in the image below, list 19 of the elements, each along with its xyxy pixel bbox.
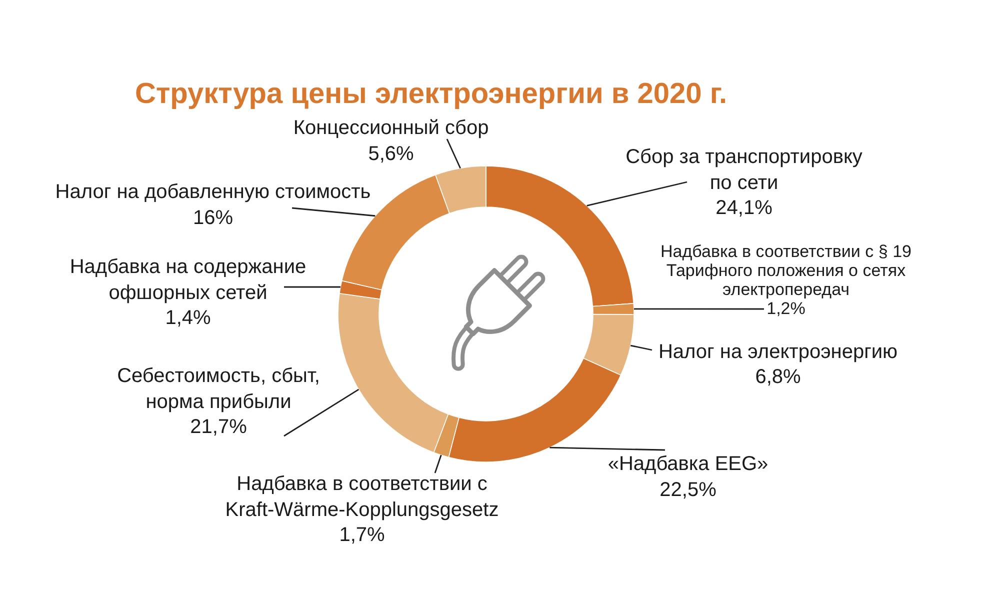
- data-label: 22,5%: [658, 478, 718, 503]
- category-label: Надбавка в соответствии с § 19 Тарифного положения о сетях электропередач: [660, 242, 912, 299]
- data-label: 16%: [192, 206, 234, 230]
- data-label: 21,7%: [189, 415, 248, 440]
- data-label: 1,4%: [164, 306, 212, 331]
- data-label: 6,8%: [754, 365, 802, 390]
- slice-label: Налог на добавленную стоимость: [55, 181, 371, 203]
- data-label: 1,7%: [338, 523, 386, 548]
- data-label: 24,1%: [714, 196, 774, 221]
- slice-label: Надбавка в соответствии с Kraft-Wärme-Kopplungsgesetz: [225, 473, 499, 520]
- slice-label: Надбавка на содержание офшорных сетей: [70, 256, 306, 304]
- chart-title: Структура цены электроэнергии в 2020 г.: [135, 78, 728, 111]
- data-label: 5,6%: [367, 142, 415, 167]
- slice-label: Сбор за транспортировку по сети: [626, 146, 862, 194]
- slice-label: Налог на электроэнергию: [658, 341, 898, 363]
- category-label: Себестоимость, сбыт, норма прибыли: [117, 365, 320, 412]
- slice-label: Концессионный сбор: [293, 117, 489, 139]
- slice-label: «Надбавка EEG»: [608, 453, 768, 475]
- data-label: 1,2%: [766, 299, 806, 318]
